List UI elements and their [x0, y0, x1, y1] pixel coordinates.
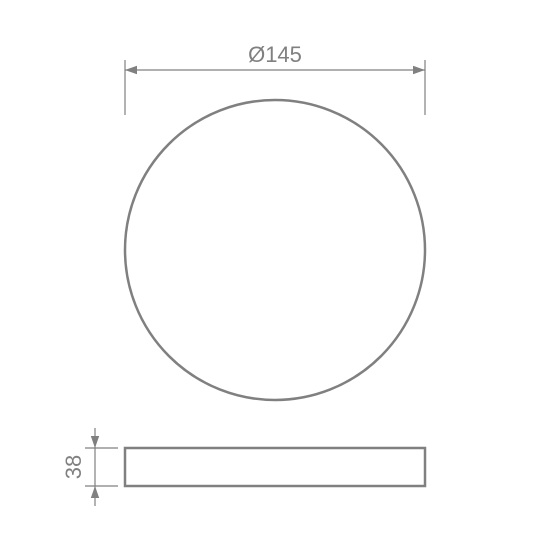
arrow-left-icon — [125, 66, 137, 74]
technical-drawing: Ø145 38 — [0, 0, 550, 550]
arrow-up-icon — [91, 486, 99, 498]
height-label: 38 — [61, 455, 86, 479]
rect-side-view — [125, 448, 425, 486]
circle-top-view — [125, 100, 425, 400]
arrow-down-icon — [91, 436, 99, 448]
diameter-label: Ø145 — [248, 42, 302, 67]
arrow-right-icon — [413, 66, 425, 74]
